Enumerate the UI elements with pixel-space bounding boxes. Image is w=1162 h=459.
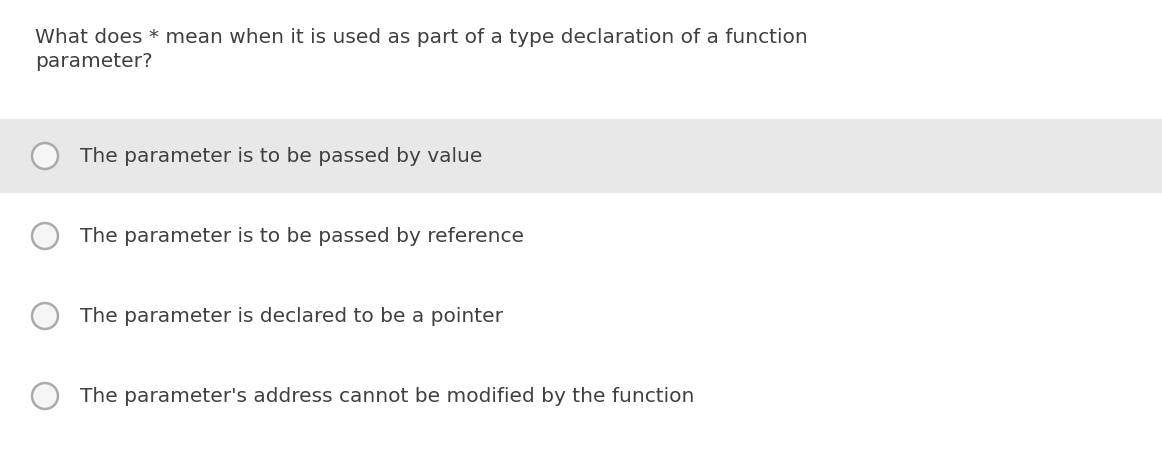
Ellipse shape <box>33 383 58 409</box>
Text: The parameter is to be passed by reference: The parameter is to be passed by referen… <box>80 227 524 246</box>
Ellipse shape <box>33 303 58 329</box>
Ellipse shape <box>33 144 58 170</box>
FancyBboxPatch shape <box>0 120 1162 194</box>
Text: The parameter is declared to be a pointer: The parameter is declared to be a pointe… <box>80 307 503 326</box>
Text: The parameter's address cannot be modified by the function: The parameter's address cannot be modifi… <box>80 386 695 406</box>
Text: parameter?: parameter? <box>35 52 152 71</box>
Text: What does * mean when it is used as part of a type declaration of a function: What does * mean when it is used as part… <box>35 28 808 47</box>
Text: The parameter is to be passed by value: The parameter is to be passed by value <box>80 147 482 166</box>
Ellipse shape <box>33 224 58 249</box>
